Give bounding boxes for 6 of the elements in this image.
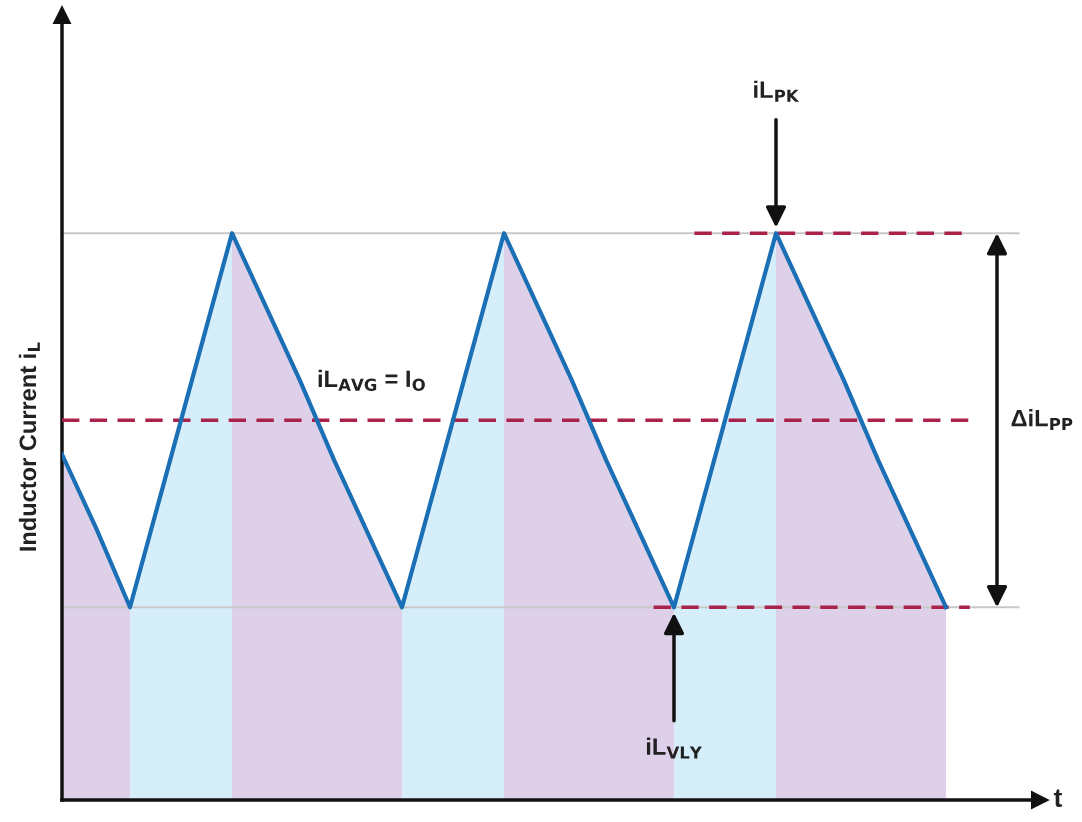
text: ΔiL$_{PP}$ (1011, 409, 1073, 431)
x-axis-title: t (1053, 789, 1063, 808)
ref-line-label: iL$_{AVG}$ = I$_{O}$ (318, 369, 425, 391)
annotation: iL$_{VLY}$ (646, 737, 702, 759)
text: iL$_{PK}$ (754, 80, 800, 102)
y-axis-title: Inductor Current i$_{L}$ (18, 342, 40, 551)
